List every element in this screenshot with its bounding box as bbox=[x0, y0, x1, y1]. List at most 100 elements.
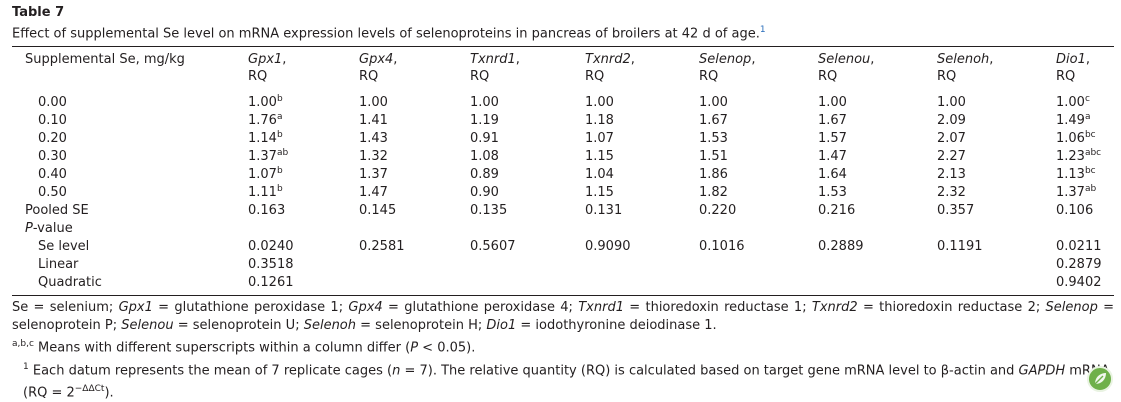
table-cell: 0.0240 bbox=[248, 239, 294, 255]
header-supplemental-se: Supplemental Se, mg/kg bbox=[25, 52, 185, 68]
significance-letter: bc bbox=[1084, 130, 1096, 141]
row-label: P-value bbox=[25, 221, 73, 237]
table-cell: 0.163 bbox=[248, 203, 286, 219]
table-cell: 1.08 bbox=[470, 149, 499, 165]
table-cell: 1.11b bbox=[248, 184, 283, 201]
row-label: Linear bbox=[38, 257, 79, 273]
table-cell: 1.47 bbox=[359, 185, 388, 201]
table-cell: 1.67 bbox=[818, 113, 847, 129]
row-label: Se level bbox=[38, 239, 90, 255]
table-cell: 1.00b bbox=[248, 94, 283, 111]
table-cell: 1.00 bbox=[585, 95, 614, 111]
table-cell: 1.00 bbox=[937, 95, 966, 111]
abbrev-term: Dio1 bbox=[486, 318, 517, 334]
significance-letter: ab bbox=[1084, 184, 1097, 195]
significance-letter: c bbox=[1084, 94, 1090, 105]
abbrev-def: thioredoxin reductase 1 bbox=[645, 300, 803, 316]
row-label: 0.20 bbox=[38, 131, 67, 147]
header-gpx1: Gpx1, RQ bbox=[248, 52, 287, 85]
table-cell: 1.06bc bbox=[1056, 130, 1096, 147]
significance-letter: a bbox=[276, 112, 283, 123]
table-cell bbox=[1056, 220, 1114, 238]
table-cell: 0.3518 bbox=[248, 257, 294, 273]
table-cell bbox=[699, 274, 818, 295]
table-cell: 0.2889 bbox=[818, 239, 864, 255]
abbrev-term: Selenou bbox=[121, 318, 174, 334]
caption-footnote-link[interactable]: 1 bbox=[759, 25, 766, 35]
table-cell bbox=[470, 256, 585, 274]
table-row: Pooled SE 0.163 0.145 0.135 0.131 0.220 0.216 0… bbox=[12, 202, 1114, 220]
significance-letter: a bbox=[1084, 112, 1091, 123]
table-cell: 0.135 bbox=[470, 203, 508, 219]
abbrev-term: Gpx4 bbox=[348, 300, 383, 316]
table-cell: 1.07 bbox=[585, 131, 614, 147]
row-label: Quadratic bbox=[38, 275, 102, 291]
table-cell bbox=[585, 256, 699, 274]
table-cell bbox=[470, 220, 585, 238]
table-cell bbox=[699, 220, 818, 238]
table-cell: 1.49a bbox=[1056, 112, 1091, 129]
table-cell: 0.2879 bbox=[1056, 257, 1102, 273]
table-cell: 1.07b bbox=[248, 166, 283, 183]
table-cell: 0.9402 bbox=[1056, 275, 1102, 291]
abbrev-def: glutathione peroxidase 4 bbox=[404, 300, 569, 316]
table-cell: 1.00 bbox=[818, 95, 847, 111]
table-cell: 1.00c bbox=[1056, 94, 1090, 111]
table-cell: 1.00 bbox=[470, 95, 499, 111]
table-cell bbox=[699, 256, 818, 274]
table-cell: 0.145 bbox=[359, 203, 397, 219]
table-row: Se level 0.0240 0.2581 0.5607 0.9090 0.1016 0.… bbox=[12, 238, 1114, 256]
header-row: Supplemental Se, mg/kg Gpx1, RQ Gpx4, RQ Txn… bbox=[12, 47, 1114, 89]
table-row: Linear 0.3518 0.2879 bbox=[12, 256, 1114, 274]
table-cell: 1.82 bbox=[699, 185, 728, 201]
abbrev-def: selenoprotein U bbox=[192, 318, 296, 334]
row-label: 0.40 bbox=[38, 167, 67, 183]
table-row: 0.30 1.37ab 1.32 1.08 1.15 1.51 1.47 2.27 1.23ab… bbox=[12, 148, 1114, 166]
table-cell: 1.13bc bbox=[1056, 166, 1096, 183]
table-cell bbox=[359, 274, 470, 295]
table-cell: 2.32 bbox=[937, 185, 966, 201]
table-cell: 1.64 bbox=[818, 167, 847, 183]
bottom-rule bbox=[12, 295, 1114, 297]
table-row: 0.20 1.14b 1.43 0.91 1.07 1.53 1.57 2.07 1.06bc bbox=[12, 130, 1114, 148]
table-cell bbox=[359, 256, 470, 274]
row-label: Pooled SE bbox=[25, 203, 89, 219]
table-cell: 1.41 bbox=[359, 113, 388, 129]
table-cell: 0.106 bbox=[1056, 203, 1094, 219]
abbrev-term: Selenoh bbox=[303, 318, 356, 334]
table-cell: 1.19 bbox=[470, 113, 499, 129]
table-row: 0.10 1.76a 1.41 1.19 1.18 1.67 1.67 2.09 1.49a bbox=[12, 112, 1114, 130]
table-cell bbox=[937, 274, 1056, 295]
table-row: 0.50 1.11b 1.47 0.90 1.15 1.82 1.53 2.32 1.37ab bbox=[12, 184, 1114, 202]
abbrev-term: Gpx1 bbox=[118, 300, 153, 316]
header-selenop: Selenop, RQ bbox=[699, 52, 756, 85]
significance-footnote: a,b,c Means with different superscripts … bbox=[12, 339, 476, 356]
table-cell: 1.04 bbox=[585, 167, 614, 183]
abbrev-def: selenoprotein H bbox=[375, 318, 478, 334]
abbrev-def: glutathione peroxidase 1 bbox=[174, 300, 339, 316]
table-cell: 1.00 bbox=[359, 95, 388, 111]
table-body: 0.00 1.00b 1.00 1.00 1.00 1.00 1.00 1.00 1.00c 0.… bbox=[12, 89, 1114, 295]
header-selenoh: Selenoh, RQ bbox=[937, 52, 994, 85]
abbreviations-footnote: Se = selenium; Gpx1 = glutathione peroxi… bbox=[12, 300, 1115, 334]
row-label: 0.30 bbox=[38, 149, 67, 165]
table-cell: 0.216 bbox=[818, 203, 856, 219]
table-cell: 1.53 bbox=[699, 131, 728, 147]
table-cell: 0.2581 bbox=[359, 239, 405, 255]
table-cell: 1.37 bbox=[359, 167, 388, 183]
table-cell bbox=[937, 256, 1056, 274]
abbrev-def: iodothyronine deiodinase 1. bbox=[535, 318, 717, 334]
table-cell: 1.51 bbox=[699, 149, 728, 165]
abbrev-def: thioredoxin reductase 2 bbox=[879, 300, 1036, 316]
table-row: Quadratic 0.1261 0.9402 bbox=[12, 274, 1114, 295]
table-cell: 0.357 bbox=[937, 203, 975, 219]
table-cell: 1.14b bbox=[248, 130, 283, 147]
abbrev-def: selenium bbox=[49, 300, 109, 316]
table-cell: 1.67 bbox=[699, 113, 728, 129]
significance-letter: ab bbox=[276, 148, 289, 159]
leaf-logo-icon[interactable] bbox=[1087, 366, 1113, 392]
abbrev-term: Se bbox=[12, 300, 29, 316]
data-table: Supplemental Se, mg/kg Gpx1, RQ Gpx4, RQ Txn… bbox=[12, 47, 1114, 295]
table-row: 0.40 1.07b 1.37 0.89 1.04 1.86 1.64 2.13 1.13bc bbox=[12, 166, 1114, 184]
top-rule bbox=[12, 46, 1114, 48]
